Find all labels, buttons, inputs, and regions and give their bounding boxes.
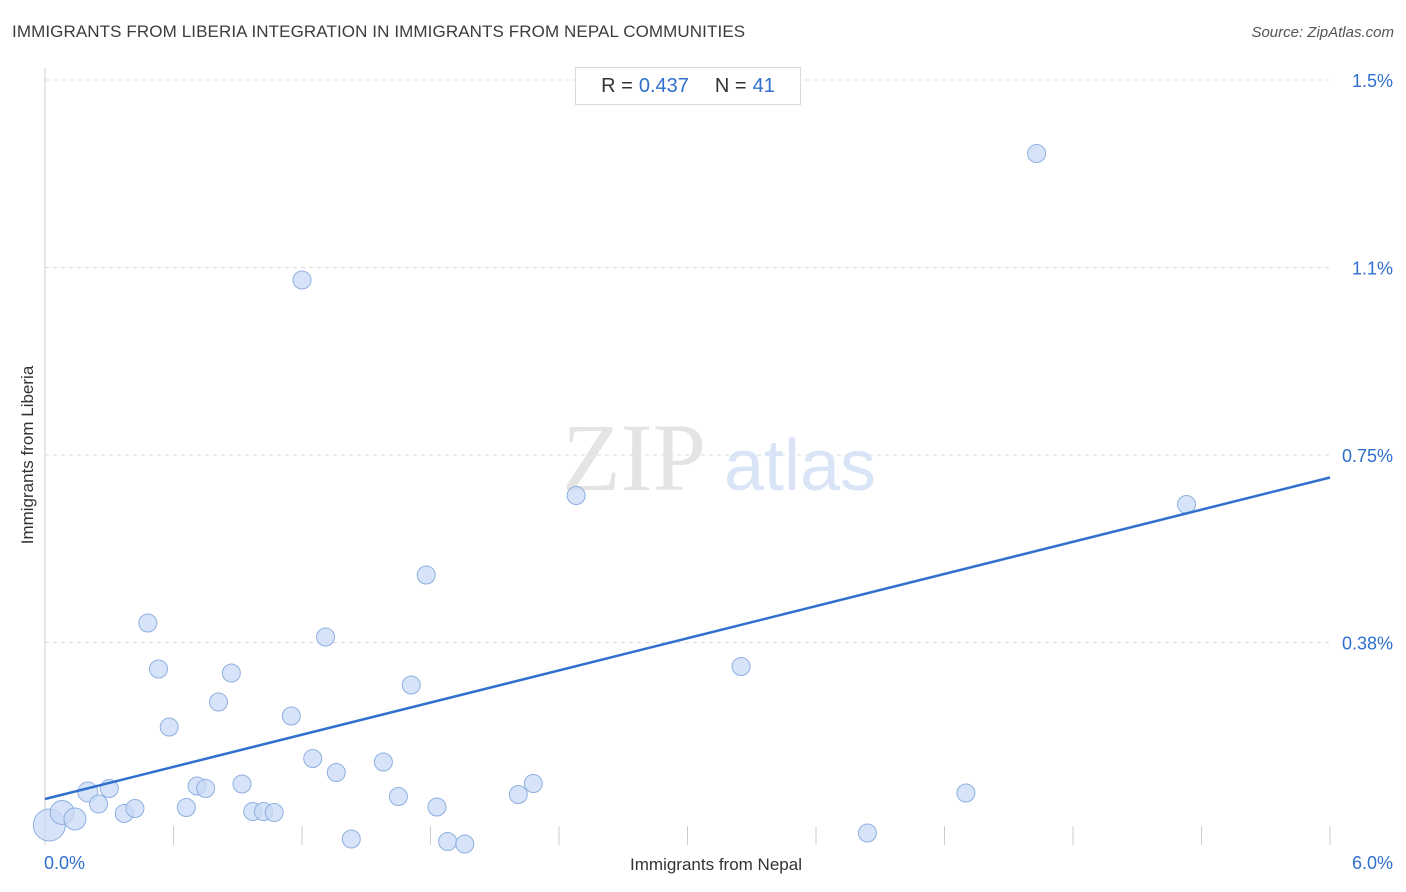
data-point-24 <box>326 763 346 782</box>
data-point-21 <box>292 270 312 290</box>
watermark: ZIP atlas <box>562 404 876 511</box>
watermark-zip: ZIP <box>562 404 706 511</box>
y-tick-label-1: 0.75% <box>1342 446 1393 466</box>
data-point-36 <box>731 657 751 676</box>
data-point-32 <box>455 834 475 854</box>
y-tick-label-3: 1.5% <box>1352 71 1393 91</box>
data-point-25 <box>341 829 361 849</box>
y-tick-label-2: 1.1% <box>1352 259 1393 279</box>
data-point-28 <box>401 675 421 695</box>
stats-box: R = 0.437 N = 41 <box>575 67 801 105</box>
data-point-14 <box>208 692 228 712</box>
axes <box>44 68 1331 845</box>
y-axis-label: Immigrants from Liberia <box>18 365 37 545</box>
data-point-19 <box>264 803 284 822</box>
data-point-34 <box>523 774 543 793</box>
data-point-22 <box>303 749 323 768</box>
watermark-atlas: atlas <box>724 426 876 506</box>
r-value: 0.437 <box>638 74 689 97</box>
data-point-38 <box>956 783 976 803</box>
data-points <box>32 144 1197 854</box>
x-tick-label-1: 6.0% <box>1352 853 1393 873</box>
y-tick-label-0: 0.38% <box>1342 634 1393 654</box>
n-label: N = <box>714 74 747 97</box>
data-point-27 <box>388 787 408 806</box>
data-point-26 <box>373 752 393 772</box>
data-point-13 <box>196 779 216 798</box>
data-point-4 <box>89 794 109 814</box>
data-point-2 <box>63 807 87 831</box>
data-point-8 <box>138 613 158 633</box>
data-point-31 <box>438 832 458 851</box>
trendline <box>44 476 1331 801</box>
x-tick-label-0: 0.0% <box>44 853 85 873</box>
data-point-11 <box>176 798 196 817</box>
source-label: Source: ZipAtlas.com <box>1251 24 1394 41</box>
n-value: 41 <box>752 74 775 97</box>
data-point-23 <box>316 627 336 647</box>
trendline-group <box>44 476 1331 801</box>
data-point-15 <box>221 663 241 683</box>
chart-title: IMMIGRANTS FROM LIBERIA INTEGRATION IN I… <box>12 22 746 41</box>
data-point-33 <box>508 785 528 804</box>
grid-lines <box>45 79 1330 643</box>
x-axis-label: Immigrants from Nepal <box>630 855 802 874</box>
data-point-35 <box>566 486 586 505</box>
data-point-20 <box>281 706 301 726</box>
data-point-10 <box>159 717 179 737</box>
tick-labels: 0.38% 0.75% 1.1% 1.5% 0.0% 6.0% <box>44 71 1393 873</box>
r-label: R = <box>601 74 633 97</box>
data-point-37 <box>857 823 877 843</box>
data-point-29 <box>416 565 436 585</box>
data-point-9 <box>149 659 169 679</box>
data-point-30 <box>427 797 447 817</box>
data-point-7 <box>125 799 145 818</box>
data-point-16 <box>232 774 252 794</box>
data-point-39 <box>1027 144 1047 163</box>
